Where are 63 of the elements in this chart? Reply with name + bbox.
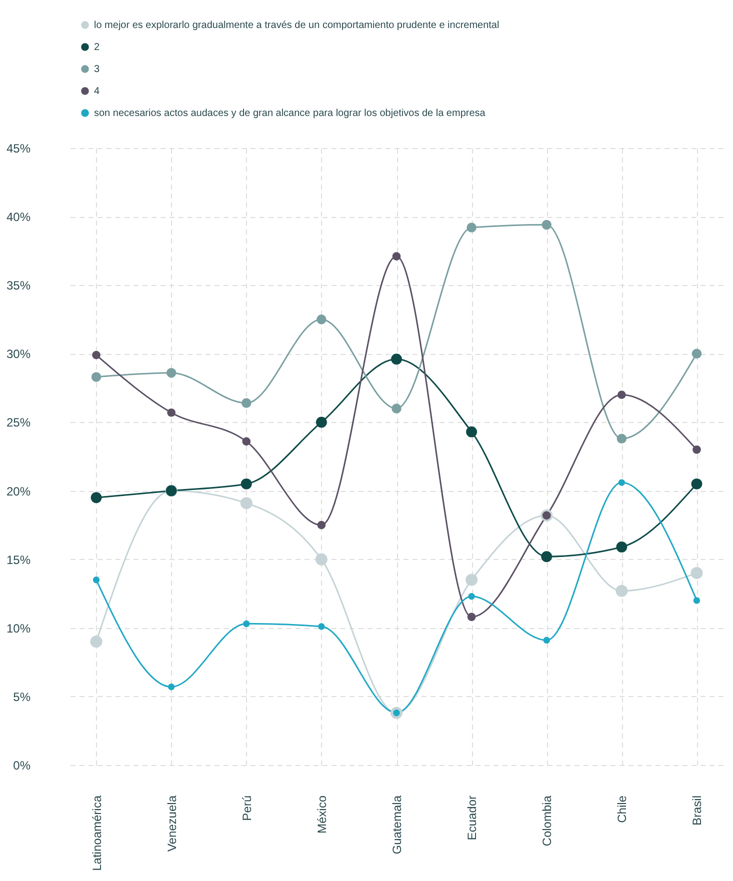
y-tick-label: 10% [6, 621, 31, 636]
point [240, 478, 252, 490]
point [166, 368, 176, 378]
point [466, 222, 476, 232]
point [691, 478, 702, 490]
point [542, 220, 552, 230]
point [316, 314, 326, 324]
point [467, 612, 476, 622]
point [316, 416, 327, 428]
point [240, 497, 252, 510]
point [167, 408, 176, 417]
point [318, 623, 325, 630]
point [543, 636, 550, 644]
point [693, 597, 700, 604]
point [92, 576, 100, 584]
x-tick-label: Venezuela [164, 795, 179, 852]
point [168, 684, 175, 690]
x-tick-label: México [314, 795, 329, 834]
point [690, 567, 703, 580]
y-tick-label: 0% [13, 758, 31, 772]
x-tick-label: Chile [615, 795, 630, 823]
x-tick-label: Perú [240, 796, 254, 821]
point [90, 636, 102, 648]
legend-label: 2 [94, 42, 100, 53]
y-tick-label: 45% [6, 142, 31, 156]
x-tick-label: Ecuador [465, 796, 480, 840]
point [392, 404, 402, 414]
x-tick-label: Brasil [690, 796, 704, 826]
legend-label: 4 [94, 86, 100, 97]
y-tick-label: 35% [6, 278, 31, 293]
point [616, 542, 628, 552]
y-tick-label: 30% [6, 347, 31, 362]
x-tick-label: Latinoamérica [90, 795, 104, 871]
point [466, 574, 478, 586]
point [617, 390, 626, 399]
point [317, 520, 326, 530]
legend-label: 3 [94, 64, 100, 75]
point [391, 354, 402, 365]
point [243, 620, 250, 628]
point [468, 593, 475, 600]
y-tick-label: 25% [6, 416, 31, 430]
point [616, 434, 627, 444]
x-tick-label: Guatemala [390, 795, 404, 854]
point [692, 348, 702, 359]
legend-label: son necesarios actos audaces y de gran alcance para lograr los objetivos de la empresa [94, 108, 486, 119]
point [466, 426, 478, 438]
point [618, 479, 626, 486]
point [392, 252, 401, 260]
legend-label: lo mejor es explorarlo gradualmente a través de un comportamiento prudente e incremental [94, 20, 500, 31]
y-tick-label: 15% [6, 552, 31, 567]
point [91, 372, 102, 382]
point [92, 350, 100, 360]
point [242, 398, 252, 408]
point [541, 551, 552, 562]
point [692, 445, 701, 454]
point [242, 437, 251, 446]
point [90, 492, 102, 504]
x-tick-label: Colombia [540, 795, 554, 846]
y-tick-label: 5% [13, 690, 31, 704]
y-tick-label: 20% [6, 484, 31, 498]
y-tick-label: 40% [6, 210, 31, 224]
point [616, 584, 628, 597]
point [315, 553, 328, 566]
